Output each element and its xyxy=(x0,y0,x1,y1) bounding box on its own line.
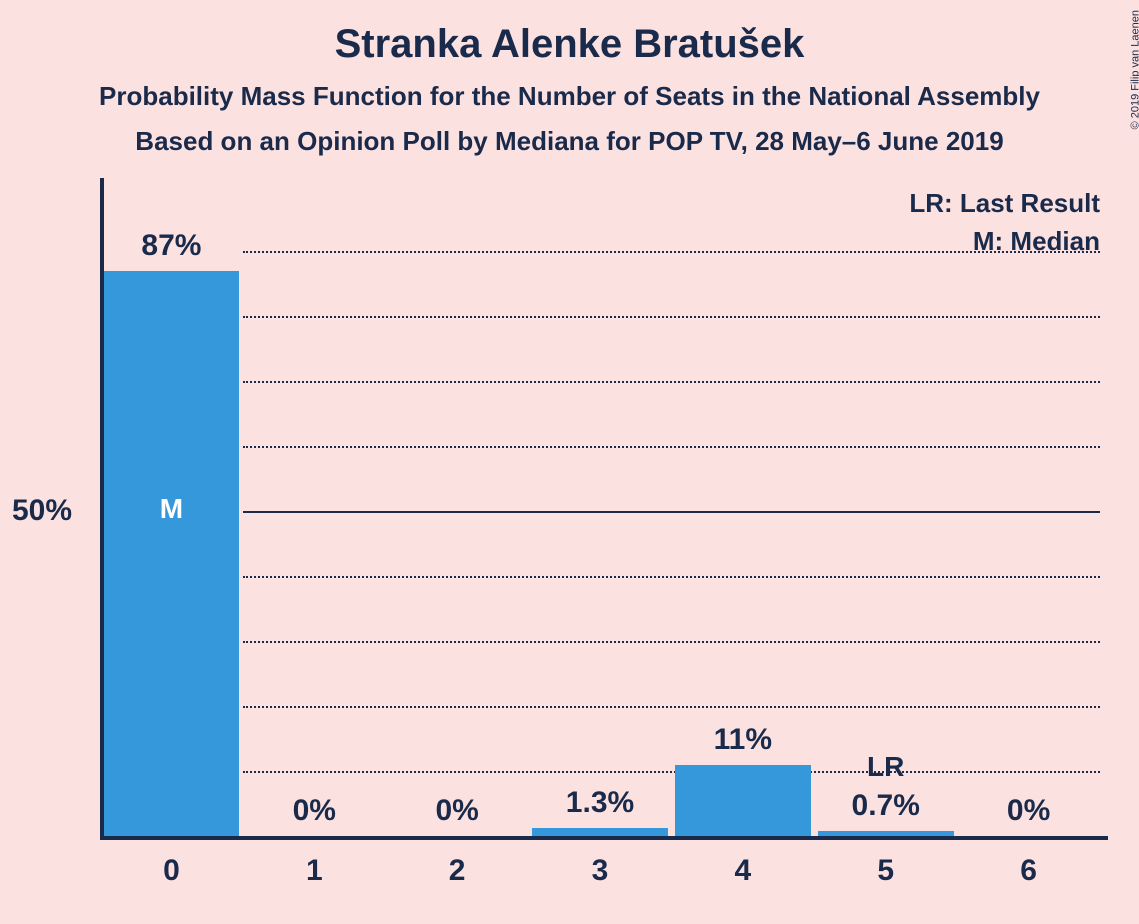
bar xyxy=(675,765,811,837)
y-axis-label: 50% xyxy=(12,494,72,528)
bar-value-label: 0.7% xyxy=(852,789,920,823)
legend-lr: LR: Last Result xyxy=(909,188,1100,219)
x-axis-label: 2 xyxy=(449,854,466,888)
x-axis-label: 3 xyxy=(592,854,609,888)
bar xyxy=(532,828,668,836)
bar-value-label: 0% xyxy=(293,794,336,828)
bar-value-label: 1.3% xyxy=(566,786,634,820)
x-axis-label: 1 xyxy=(306,854,323,888)
y-axis-line xyxy=(100,178,104,836)
copyright-text: © 2019 Filip van Laenen xyxy=(1129,10,1139,129)
grid-line xyxy=(243,381,1100,383)
grid-line xyxy=(243,576,1100,578)
chart-subtitle-1: Probability Mass Function for the Number… xyxy=(0,81,1139,112)
x-axis-label: 5 xyxy=(877,854,894,888)
grid-line xyxy=(243,641,1100,643)
last-result-marker: LR xyxy=(867,751,904,783)
grid-line xyxy=(243,706,1100,708)
x-axis-line xyxy=(100,836,1108,840)
chart-plot-area: 87%00%10%21.3%311%40.7%50%6MLR50%LR: Las… xyxy=(100,186,1100,836)
grid-line-solid xyxy=(243,511,1100,513)
grid-line xyxy=(243,251,1100,253)
bar-value-label: 0% xyxy=(1007,794,1050,828)
chart-title: Stranka Alenke Bratušek xyxy=(0,0,1139,67)
x-axis-label: 6 xyxy=(1020,854,1037,888)
median-marker: M xyxy=(160,493,183,525)
x-axis-label: 0 xyxy=(163,854,180,888)
grid-line xyxy=(243,771,1100,773)
grid-line xyxy=(243,316,1100,318)
bar-value-label: 87% xyxy=(141,229,201,263)
x-axis-label: 4 xyxy=(735,854,752,888)
bar-value-label: 0% xyxy=(435,794,478,828)
legend-m: M: Median xyxy=(973,226,1100,257)
grid-line xyxy=(243,446,1100,448)
bar xyxy=(104,271,240,837)
chart-subtitle-2: Based on an Opinion Poll by Mediana for … xyxy=(0,126,1139,157)
bar-value-label: 11% xyxy=(714,723,772,757)
